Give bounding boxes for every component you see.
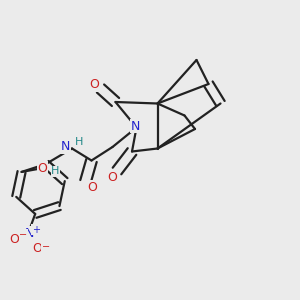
Text: O: O bbox=[108, 171, 117, 184]
Text: O: O bbox=[32, 242, 42, 255]
Text: N: N bbox=[130, 119, 140, 133]
Text: N: N bbox=[61, 140, 70, 154]
Text: H: H bbox=[51, 166, 60, 176]
Text: −: − bbox=[42, 242, 50, 252]
Text: N: N bbox=[25, 227, 34, 240]
Text: +: + bbox=[32, 225, 40, 235]
Text: −: − bbox=[19, 230, 27, 240]
Text: H: H bbox=[74, 137, 83, 147]
Text: O: O bbox=[38, 162, 47, 175]
Text: O: O bbox=[9, 233, 19, 246]
Text: O: O bbox=[87, 181, 97, 194]
Text: O: O bbox=[90, 78, 99, 92]
